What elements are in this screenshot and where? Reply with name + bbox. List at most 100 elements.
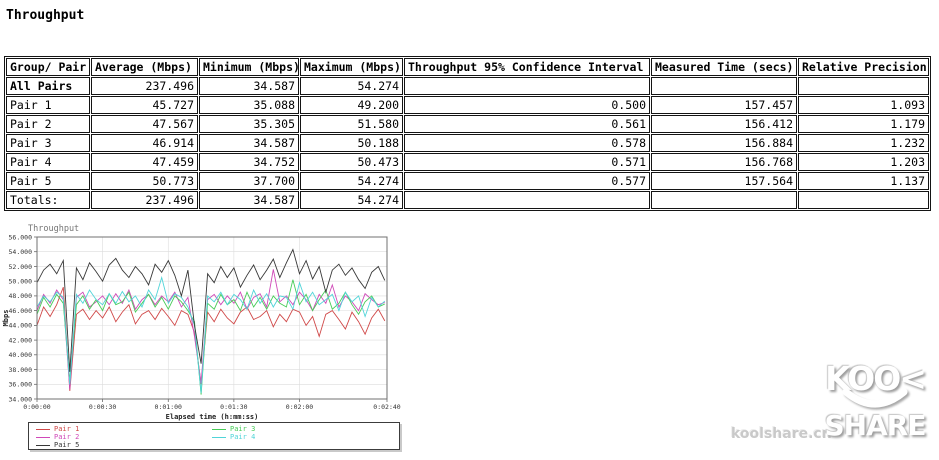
- throughput-chart-svg: 34.000 36.000 38.000 40.000 42.000 44.000 46.0…: [2, 224, 401, 421]
- koolshare-logo-top-text: KOO<: [825, 359, 927, 398]
- legend-item: Pair 4: [212, 433, 255, 441]
- value-cell: 156.884: [651, 134, 797, 152]
- value-cell: [404, 191, 650, 209]
- koolshare-site-watermark: koolshare.cn: [731, 426, 832, 442]
- x-tick-label: 0:00:00: [23, 403, 50, 411]
- legend-line-swatch: [212, 436, 226, 438]
- legend-label: Pair 5: [54, 441, 80, 449]
- table-row: Totals: 237.496 34.587 54.274: [6, 191, 929, 209]
- value-cell: 1.093: [798, 96, 929, 114]
- value-cell: 157.457: [651, 96, 797, 114]
- value-cell: 0.561: [404, 115, 650, 133]
- x-tick-label: 0:01:00: [155, 403, 182, 411]
- throughput-chart: 34.000 36.000 38.000 40.000 42.000 44.000 46.0…: [0, 222, 432, 460]
- value-cell: [651, 77, 797, 95]
- value-cell: 51.580: [300, 115, 403, 133]
- y-tick-label: 56.000: [9, 233, 33, 241]
- x-tick-label: 0:02:40: [373, 403, 400, 411]
- y-tick-label: 54.000: [9, 248, 33, 256]
- value-cell: 47.567: [91, 115, 198, 133]
- value-cell: 34.587: [199, 77, 299, 95]
- value-cell: 37.700: [199, 172, 299, 190]
- series-line-pair-4: [36, 275, 386, 394]
- series-line-pair-2: [36, 269, 385, 390]
- page-title: Throughput: [6, 8, 85, 23]
- x-tick-label: 0:01:30: [220, 403, 247, 411]
- table-row: All Pairs 237.496 34.587 54.274: [6, 77, 929, 95]
- col-header-minimum: Minimum (Mbps): [199, 58, 299, 76]
- value-cell: 0.571: [404, 153, 650, 171]
- chart-legend: Pair 1 Pair 2 Pair 5 Pair 3 Pair 4: [28, 422, 400, 450]
- koolshare-smile-icon: [818, 388, 932, 415]
- table-body: All Pairs 237.496 34.587 54.274 Pair 1 45.727…: [6, 77, 929, 209]
- value-cell: 1.137: [798, 172, 929, 190]
- legend-column-right: Pair 3 Pair 4: [212, 425, 255, 441]
- table-row: Pair 3 46.914 34.587 50.188 0.578 156.884 1.23…: [6, 134, 929, 152]
- value-cell: 237.496: [91, 77, 198, 95]
- y-tick-label: 34.000: [9, 395, 33, 403]
- y-tick-label: 52.000: [9, 263, 33, 271]
- legend-label: Pair 3: [230, 425, 256, 433]
- legend-line-swatch: [212, 428, 226, 430]
- table-row: Pair 1 45.727 35.088 49.200 0.500 157.457 1.09…: [6, 96, 929, 114]
- value-cell: 237.496: [91, 191, 198, 209]
- row-label-cell: All Pairs: [6, 77, 90, 95]
- value-cell: [404, 77, 650, 95]
- value-cell: 35.305: [199, 115, 299, 133]
- table-row: Pair 2 47.567 35.305 51.580 0.561 156.412 1.17…: [6, 115, 929, 133]
- table-row: Pair 5 50.773 37.700 54.274 0.577 157.564 1.13…: [6, 172, 929, 190]
- value-cell: 157.564: [651, 172, 797, 190]
- value-cell: 0.578: [404, 134, 650, 152]
- legend-item: Pair 3: [212, 425, 255, 433]
- legend-line-swatch: [36, 428, 50, 430]
- y-tick-label: 44.000: [9, 322, 33, 330]
- row-label-cell: Pair 4: [6, 153, 90, 171]
- value-cell: 50.188: [300, 134, 403, 152]
- plot-border: [36, 236, 388, 400]
- value-cell: 45.727: [91, 96, 198, 114]
- legend-label: Pair 1: [54, 425, 80, 433]
- legend-item: Pair 5: [36, 441, 79, 449]
- legend-column-left: Pair 1 Pair 2 Pair 5: [36, 425, 79, 449]
- legend-item: Pair 1: [36, 425, 79, 433]
- legend-line-swatch: [36, 444, 50, 446]
- value-cell: [651, 191, 797, 209]
- value-cell: 35.088: [199, 96, 299, 114]
- col-header-confidence-interval: Throughput 95% Confidence Interval: [404, 58, 650, 76]
- value-cell: 34.752: [199, 153, 299, 171]
- legend-label: Pair 2: [54, 433, 80, 441]
- col-header-group-pair: Group/ Pair: [6, 58, 90, 76]
- x-tick-label: 0:00:30: [89, 403, 116, 411]
- value-cell: 54.274: [300, 77, 403, 95]
- series-line-pair-5: [36, 248, 386, 372]
- value-cell: 0.577: [404, 172, 650, 190]
- y-tick-label: 46.000: [9, 307, 33, 315]
- legend-item: Pair 2: [36, 433, 79, 441]
- value-cell: [798, 191, 929, 209]
- value-cell: 1.179: [798, 115, 929, 133]
- x-axis-title: Elapsed time (h:mm:ss): [166, 413, 259, 421]
- table-row: Pair 4 47.459 34.752 50.473 0.571 156.768 1.20…: [6, 153, 929, 171]
- y-tick-label: 40.000: [9, 351, 33, 359]
- y-tick-label: 42.000: [9, 336, 33, 344]
- y-tick-label: 38.000: [9, 366, 33, 374]
- row-label-cell: Pair 2: [6, 115, 90, 133]
- row-label-cell: Totals:: [6, 191, 90, 209]
- value-cell: 46.914: [91, 134, 198, 152]
- col-header-measured-time: Measured Time (secs): [651, 58, 797, 76]
- chart-title: Throughput: [28, 224, 79, 234]
- y-tick-label: 36.000: [9, 381, 33, 389]
- series-line-pair-3: [36, 279, 385, 395]
- y-tick-label: 50.000: [9, 277, 33, 285]
- throughput-stats-table: Group/ Pair Average (Mbps) Minimum (Mbps…: [4, 56, 931, 211]
- value-cell: 47.459: [91, 153, 198, 171]
- value-cell: 0.500: [404, 96, 650, 114]
- value-cell: 156.768: [651, 153, 797, 171]
- value-cell: 34.587: [199, 191, 299, 209]
- value-cell: 1.203: [798, 153, 929, 171]
- y-tick-label: 48.000: [9, 292, 33, 300]
- col-header-relative-precision: Relative Precision: [798, 58, 929, 76]
- col-header-maximum: Maximum (Mbps): [300, 58, 403, 76]
- value-cell: 49.200: [300, 96, 403, 114]
- koolshare-logo-bottom-text: SHARE: [824, 409, 927, 442]
